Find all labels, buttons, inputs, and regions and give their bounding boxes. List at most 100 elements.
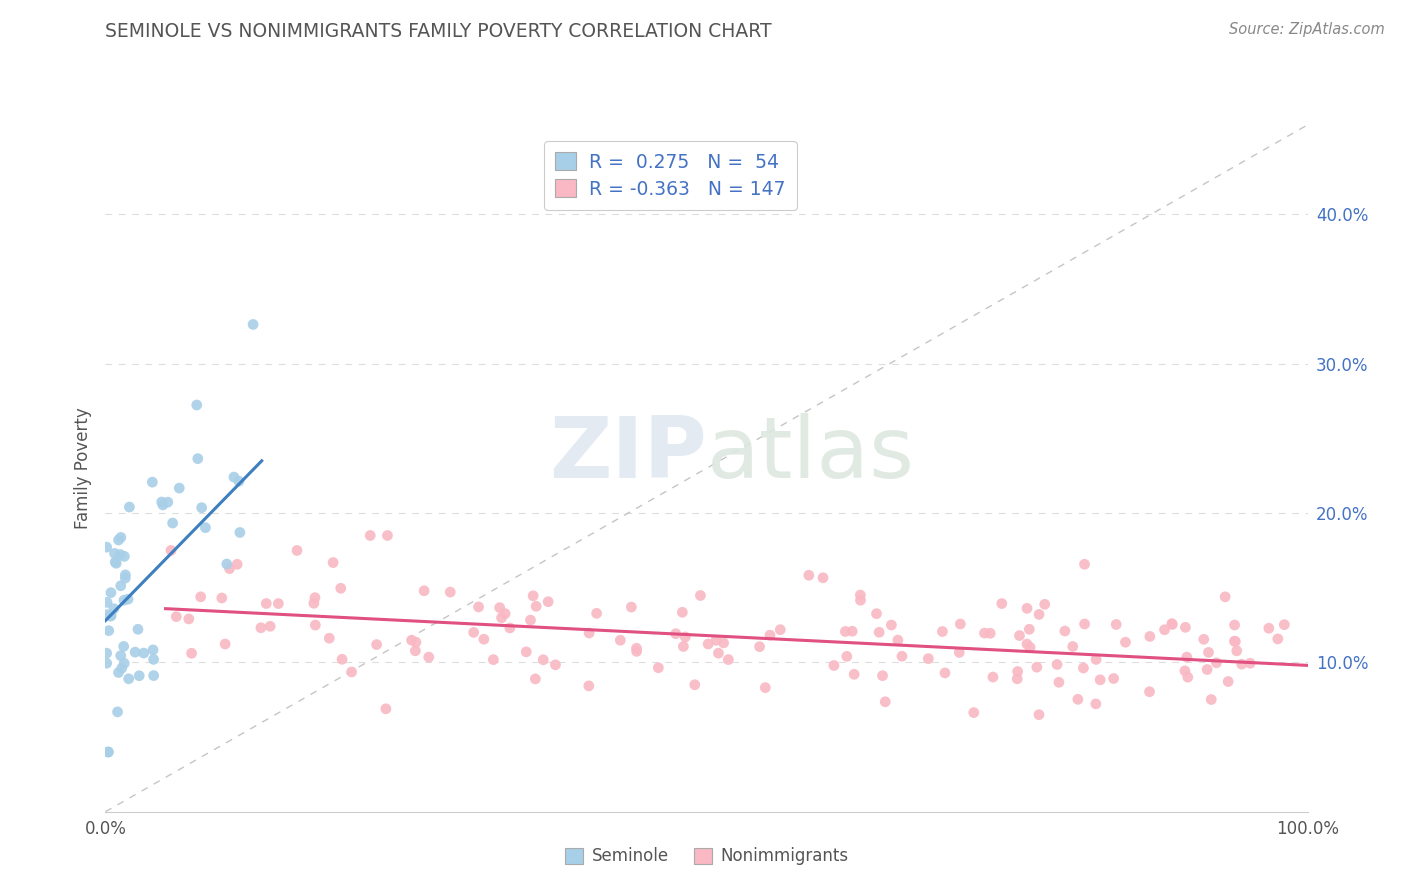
Point: [683, 678, 706, 692]
Point: [132, 646, 155, 660]
Point: [96, 646, 118, 660]
Point: [1019, 640, 1042, 655]
Point: [1114, 635, 1136, 649]
Point: [849, 593, 872, 607]
Point: [1073, 617, 1095, 632]
Point: [107, 533, 129, 547]
Point: [672, 640, 695, 654]
Point: [96, 657, 118, 671]
Point: [118, 500, 141, 514]
Point: [522, 589, 544, 603]
Point: [110, 579, 132, 593]
Point: [103, 546, 125, 560]
Point: [1015, 601, 1038, 615]
Point: [127, 622, 149, 636]
Point: [717, 652, 740, 666]
Point: [107, 665, 129, 680]
Point: [754, 681, 776, 695]
Point: [849, 588, 872, 602]
Point: [1223, 618, 1246, 632]
Point: [482, 652, 505, 666]
Text: Source: ZipAtlas.com: Source: ZipAtlas.com: [1229, 22, 1385, 37]
Point: [519, 613, 541, 627]
Point: [96, 607, 118, 622]
Point: [1267, 632, 1289, 646]
Point: [97, 745, 120, 759]
Y-axis label: Family Poverty: Family Poverty: [73, 408, 91, 529]
Point: [491, 611, 513, 625]
Point: [531, 653, 554, 667]
Point: [1015, 637, 1038, 651]
Text: ZIP: ZIP: [548, 413, 707, 496]
Point: [112, 657, 135, 671]
Point: [467, 599, 489, 614]
Point: [1046, 657, 1069, 672]
Point: [934, 665, 956, 680]
Point: [1192, 632, 1215, 647]
Point: [1088, 673, 1111, 687]
Point: [963, 706, 986, 720]
Point: [267, 597, 290, 611]
Point: [330, 652, 353, 666]
Point: [948, 645, 970, 659]
Point: [302, 596, 325, 610]
Point: [97, 745, 120, 759]
Point: [880, 618, 903, 632]
Point: [112, 549, 135, 564]
Point: [499, 621, 522, 635]
Point: [404, 644, 426, 658]
Point: [112, 640, 135, 654]
Point: [673, 630, 696, 644]
Point: [110, 648, 132, 663]
Point: [841, 624, 863, 639]
Point: [1175, 650, 1198, 665]
Point: [991, 597, 1014, 611]
Point: [439, 585, 461, 599]
Point: [707, 646, 730, 660]
Point: [1102, 672, 1125, 686]
Point: [713, 636, 735, 650]
Point: [103, 601, 125, 615]
Point: [585, 607, 607, 621]
Point: [1084, 697, 1107, 711]
Point: [215, 557, 238, 571]
Legend: Seminole, Nonimmigrants: Seminole, Nonimmigrants: [558, 841, 855, 872]
Point: [187, 451, 209, 466]
Point: [515, 645, 537, 659]
Point: [973, 626, 995, 640]
Point: [1239, 657, 1261, 671]
Point: [1218, 674, 1240, 689]
Point: [981, 670, 1004, 684]
Point: [100, 585, 122, 599]
Point: [1105, 617, 1128, 632]
Point: [647, 661, 669, 675]
Point: [823, 658, 845, 673]
Point: [1177, 670, 1199, 684]
Point: [811, 571, 834, 585]
Point: [609, 633, 631, 648]
Point: [1213, 590, 1236, 604]
Point: [891, 649, 914, 664]
Point: [186, 398, 208, 412]
Point: [1073, 661, 1095, 675]
Point: [322, 556, 344, 570]
Point: [1018, 622, 1040, 636]
Point: [769, 623, 792, 637]
Point: [111, 661, 134, 675]
Point: [697, 637, 720, 651]
Point: [626, 644, 648, 658]
Point: [1053, 624, 1076, 638]
Point: [165, 609, 187, 624]
Point: [329, 582, 352, 596]
Point: [141, 475, 163, 490]
Point: [142, 652, 165, 666]
Point: [142, 668, 165, 682]
Point: [524, 672, 547, 686]
Point: [152, 498, 174, 512]
Point: [104, 555, 127, 569]
Point: [544, 657, 567, 672]
Point: [114, 571, 136, 585]
Point: [1033, 597, 1056, 611]
Point: [285, 543, 308, 558]
Point: [190, 590, 212, 604]
